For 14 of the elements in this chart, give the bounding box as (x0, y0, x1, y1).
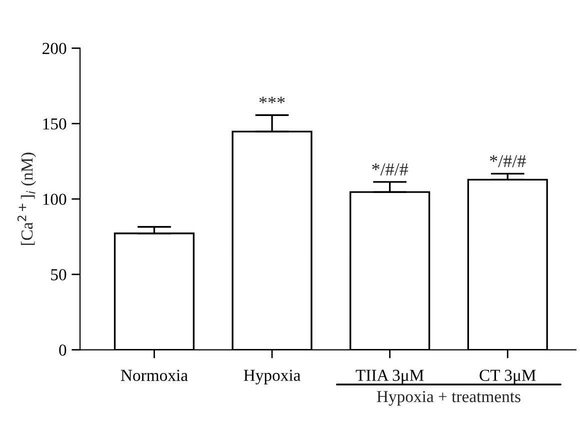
x-tick-label: TIIA 3μM (356, 370, 424, 384)
y-axis-title: [Ca$^{2+}$]$_{i}$ (nM) (17, 152, 36, 245)
text: Hypoxia + treatments (376, 391, 520, 406)
annotation: */#/# (490, 155, 526, 168)
y-tick-label: 200 (42, 42, 66, 54)
y-tick-label: 50 (51, 269, 66, 280)
y-tick-label: 100 (43, 194, 66, 205)
y-tick-label: 0 (59, 344, 66, 356)
annotation: */#/# (372, 163, 408, 176)
x-tick-label: Hypoxia (244, 370, 301, 384)
y-tick-label: 150 (43, 118, 66, 130)
x-tick-label: Normoxia (120, 370, 188, 381)
x-tick-label: CT 3μM (480, 370, 536, 384)
annotation: *** (259, 96, 285, 104)
